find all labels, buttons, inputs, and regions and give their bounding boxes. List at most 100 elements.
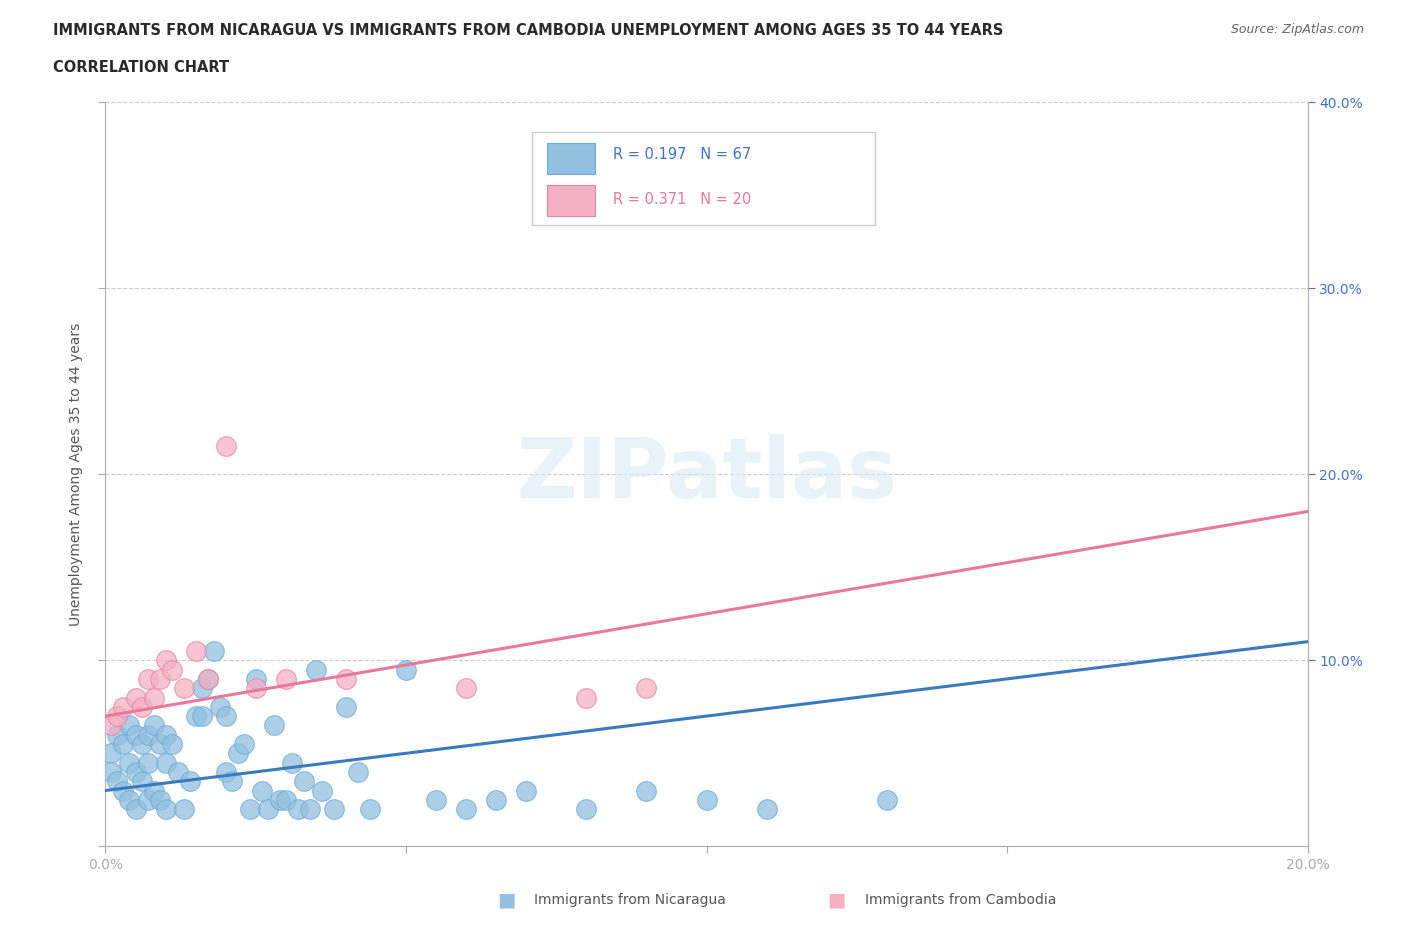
Point	[755, 802, 778, 817]
Point	[131, 699, 153, 714]
Point	[454, 802, 477, 817]
Point	[256, 802, 278, 817]
Point	[107, 774, 129, 789]
Point	[142, 718, 165, 733]
Point	[395, 662, 418, 677]
Point	[347, 764, 370, 779]
Bar	[547, 184, 595, 216]
Point	[696, 792, 718, 807]
Point	[232, 737, 254, 751]
FancyBboxPatch shape	[533, 132, 875, 225]
Point	[636, 681, 658, 696]
Point	[190, 681, 212, 696]
Point	[142, 690, 165, 705]
Point	[112, 783, 135, 798]
Text: ■: ■	[496, 891, 516, 910]
Point	[575, 690, 598, 705]
Point	[124, 727, 146, 742]
Point	[155, 755, 177, 770]
Point	[197, 671, 219, 686]
Point	[226, 746, 249, 761]
Text: ■: ■	[827, 891, 846, 910]
Point	[245, 671, 267, 686]
Point	[118, 792, 141, 807]
Point	[335, 699, 357, 714]
Point	[214, 764, 236, 779]
Point	[197, 671, 219, 686]
Point	[148, 737, 170, 751]
Point	[208, 699, 231, 714]
Point	[148, 792, 170, 807]
Point	[425, 792, 447, 807]
Point	[575, 802, 598, 817]
Text: Source: ZipAtlas.com: Source: ZipAtlas.com	[1230, 23, 1364, 36]
Text: IMMIGRANTS FROM NICARAGUA VS IMMIGRANTS FROM CAMBODIA UNEMPLOYMENT AMONG AGES 35: IMMIGRANTS FROM NICARAGUA VS IMMIGRANTS …	[53, 23, 1004, 38]
Point	[636, 783, 658, 798]
Point	[515, 783, 537, 798]
Point	[100, 746, 122, 761]
Point	[155, 727, 177, 742]
Point	[274, 792, 297, 807]
Point	[173, 681, 195, 696]
Point	[311, 783, 333, 798]
Point	[454, 681, 477, 696]
Point	[118, 718, 141, 733]
Point	[136, 755, 159, 770]
Point	[287, 802, 309, 817]
Point	[136, 727, 159, 742]
Point	[155, 802, 177, 817]
Point	[245, 681, 267, 696]
Point	[214, 439, 236, 454]
Point	[142, 783, 165, 798]
Text: CORRELATION CHART: CORRELATION CHART	[53, 60, 229, 75]
Point	[173, 802, 195, 817]
Text: R = 0.371   N = 20: R = 0.371 N = 20	[613, 192, 751, 206]
Point	[184, 644, 207, 658]
Text: Immigrants from Nicaragua: Immigrants from Nicaragua	[534, 893, 725, 908]
Point	[190, 709, 212, 724]
Point	[160, 737, 183, 751]
Y-axis label: Unemployment Among Ages 35 to 44 years: Unemployment Among Ages 35 to 44 years	[69, 323, 83, 626]
Point	[124, 764, 146, 779]
Point	[250, 783, 273, 798]
Point	[160, 662, 183, 677]
Point	[107, 709, 129, 724]
Point	[136, 792, 159, 807]
Point	[305, 662, 328, 677]
Text: Immigrants from Cambodia: Immigrants from Cambodia	[865, 893, 1056, 908]
Point	[112, 737, 135, 751]
Point	[239, 802, 262, 817]
Point	[179, 774, 201, 789]
Point	[269, 792, 291, 807]
Point	[214, 709, 236, 724]
Point	[118, 755, 141, 770]
Point	[124, 690, 146, 705]
Point	[202, 644, 225, 658]
Point	[107, 727, 129, 742]
Point	[131, 774, 153, 789]
Point	[112, 699, 135, 714]
Point	[292, 774, 315, 789]
Point	[335, 671, 357, 686]
Point	[221, 774, 243, 789]
Point	[298, 802, 321, 817]
Point	[274, 671, 297, 686]
Point	[876, 792, 898, 807]
Point	[136, 671, 159, 686]
Point	[166, 764, 188, 779]
Point	[100, 764, 122, 779]
Point	[131, 737, 153, 751]
Point	[281, 755, 304, 770]
Point	[155, 653, 177, 668]
Point	[124, 802, 146, 817]
Text: R = 0.197   N = 67: R = 0.197 N = 67	[613, 147, 751, 162]
Point	[359, 802, 381, 817]
Point	[100, 718, 122, 733]
Point	[184, 709, 207, 724]
Point	[485, 792, 508, 807]
Point	[322, 802, 344, 817]
Text: ZIPatlas: ZIPatlas	[516, 433, 897, 515]
Bar	[547, 142, 595, 174]
Point	[263, 718, 285, 733]
Point	[148, 671, 170, 686]
